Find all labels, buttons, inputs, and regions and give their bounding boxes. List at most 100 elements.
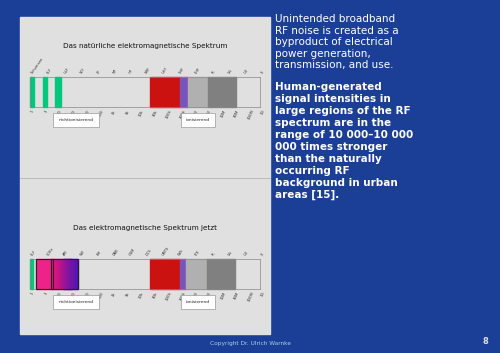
Text: 30M: 30M xyxy=(233,109,240,118)
Text: 000 times stronger: 000 times stronger xyxy=(275,142,388,152)
Bar xyxy=(150,77,180,107)
Text: UV: UV xyxy=(244,68,250,75)
Text: Human-generated: Human-generated xyxy=(275,82,382,92)
Text: LTE: LTE xyxy=(194,250,201,257)
Text: UMTS: UMTS xyxy=(162,246,170,257)
Text: EHF: EHF xyxy=(194,67,202,75)
Text: MF: MF xyxy=(112,68,118,75)
Bar xyxy=(60,259,62,289)
Text: 300: 300 xyxy=(98,109,104,118)
Bar xyxy=(74,259,75,289)
Text: 30k: 30k xyxy=(152,291,158,299)
Bar xyxy=(188,77,208,107)
Text: 1: 1 xyxy=(30,109,34,113)
Bar xyxy=(180,77,188,107)
Text: FM: FM xyxy=(96,250,102,257)
Text: X: X xyxy=(260,71,264,75)
Bar xyxy=(36,259,53,289)
Bar xyxy=(64,259,66,289)
Text: than the naturally: than the naturally xyxy=(275,154,382,164)
Text: 10k: 10k xyxy=(138,109,145,117)
Text: 10M: 10M xyxy=(220,291,226,300)
Text: 1G: 1G xyxy=(260,291,266,298)
Text: LF: LF xyxy=(96,69,102,75)
Bar xyxy=(52,259,53,289)
Bar xyxy=(77,259,78,289)
Text: ionisierend: ionisierend xyxy=(186,118,210,122)
Text: signal intensities in: signal intensities in xyxy=(275,94,391,104)
Bar xyxy=(36,259,52,289)
Text: Schumann: Schumann xyxy=(30,57,44,75)
Bar xyxy=(50,259,78,289)
Text: 3k: 3k xyxy=(124,291,130,297)
Text: Das natürliche elektromagnetische Spektrum: Das natürliche elektromagnetische Spektr… xyxy=(63,43,227,49)
Text: 100k: 100k xyxy=(166,291,173,301)
Bar xyxy=(63,259,64,289)
Text: DCS: DCS xyxy=(145,249,152,257)
Bar xyxy=(68,259,69,289)
Text: nichtionisierend: nichtionisierend xyxy=(58,300,94,304)
Bar xyxy=(70,259,72,289)
Text: spectrum are in the: spectrum are in the xyxy=(275,118,391,128)
Text: IR: IR xyxy=(210,252,216,257)
Bar xyxy=(30,77,34,107)
Text: AM: AM xyxy=(63,250,70,257)
Bar xyxy=(74,259,76,289)
Text: 100: 100 xyxy=(84,109,91,118)
Bar xyxy=(180,259,186,289)
Text: nichtionisierend: nichtionisierend xyxy=(58,118,94,122)
Text: SHF: SHF xyxy=(178,67,186,75)
Bar xyxy=(56,259,57,289)
Text: GSM: GSM xyxy=(128,248,136,257)
Text: 100: 100 xyxy=(84,291,91,299)
Bar xyxy=(59,259,60,289)
Bar xyxy=(54,259,56,289)
Text: VLF: VLF xyxy=(80,67,86,75)
Text: 300k: 300k xyxy=(179,109,186,120)
Bar xyxy=(72,259,73,289)
Text: 10: 10 xyxy=(57,109,63,115)
Text: HF: HF xyxy=(128,69,134,75)
Text: 1k: 1k xyxy=(111,291,117,297)
Text: SW: SW xyxy=(80,250,86,257)
Text: ionisierend: ionisierend xyxy=(186,300,210,304)
Bar xyxy=(52,259,54,289)
Text: 300: 300 xyxy=(98,291,104,299)
Text: 1M: 1M xyxy=(192,109,198,116)
Text: VHF: VHF xyxy=(145,67,152,75)
Bar xyxy=(186,259,207,289)
Text: 30: 30 xyxy=(70,291,76,297)
Text: byproduct of electrical: byproduct of electrical xyxy=(275,37,393,47)
Text: IR: IR xyxy=(210,70,216,75)
Text: 3M: 3M xyxy=(206,109,212,116)
Text: 3M: 3M xyxy=(206,291,212,298)
Text: ULF: ULF xyxy=(63,67,70,75)
Text: Vis: Vis xyxy=(227,68,234,75)
Text: 8: 8 xyxy=(482,337,488,346)
Bar xyxy=(42,77,46,107)
Bar xyxy=(20,17,270,334)
Text: transmission, and use.: transmission, and use. xyxy=(275,60,394,70)
Text: 1k: 1k xyxy=(111,109,117,115)
Text: 50Hz: 50Hz xyxy=(46,247,55,257)
Text: 1G: 1G xyxy=(260,109,266,116)
Bar xyxy=(66,259,68,289)
Text: 1M: 1M xyxy=(192,291,198,298)
Bar xyxy=(56,77,61,107)
Text: 100k: 100k xyxy=(166,109,173,120)
Text: 10: 10 xyxy=(57,291,63,297)
Text: occurring RF: occurring RF xyxy=(275,166,349,176)
Bar xyxy=(68,259,70,289)
Bar xyxy=(70,259,71,289)
Text: RF noise is created as a: RF noise is created as a xyxy=(275,26,398,36)
Text: 3: 3 xyxy=(44,109,48,113)
Bar xyxy=(54,259,55,289)
Text: 10k: 10k xyxy=(138,291,145,299)
Bar xyxy=(58,259,59,289)
Text: 3k: 3k xyxy=(124,109,130,115)
Text: areas [15].: areas [15]. xyxy=(275,190,339,200)
Bar xyxy=(207,259,234,289)
Text: Copyright Dr. Ulrich Warnke: Copyright Dr. Ulrich Warnke xyxy=(210,341,290,346)
Text: 300k: 300k xyxy=(179,291,186,301)
Text: ELF: ELF xyxy=(46,67,54,75)
